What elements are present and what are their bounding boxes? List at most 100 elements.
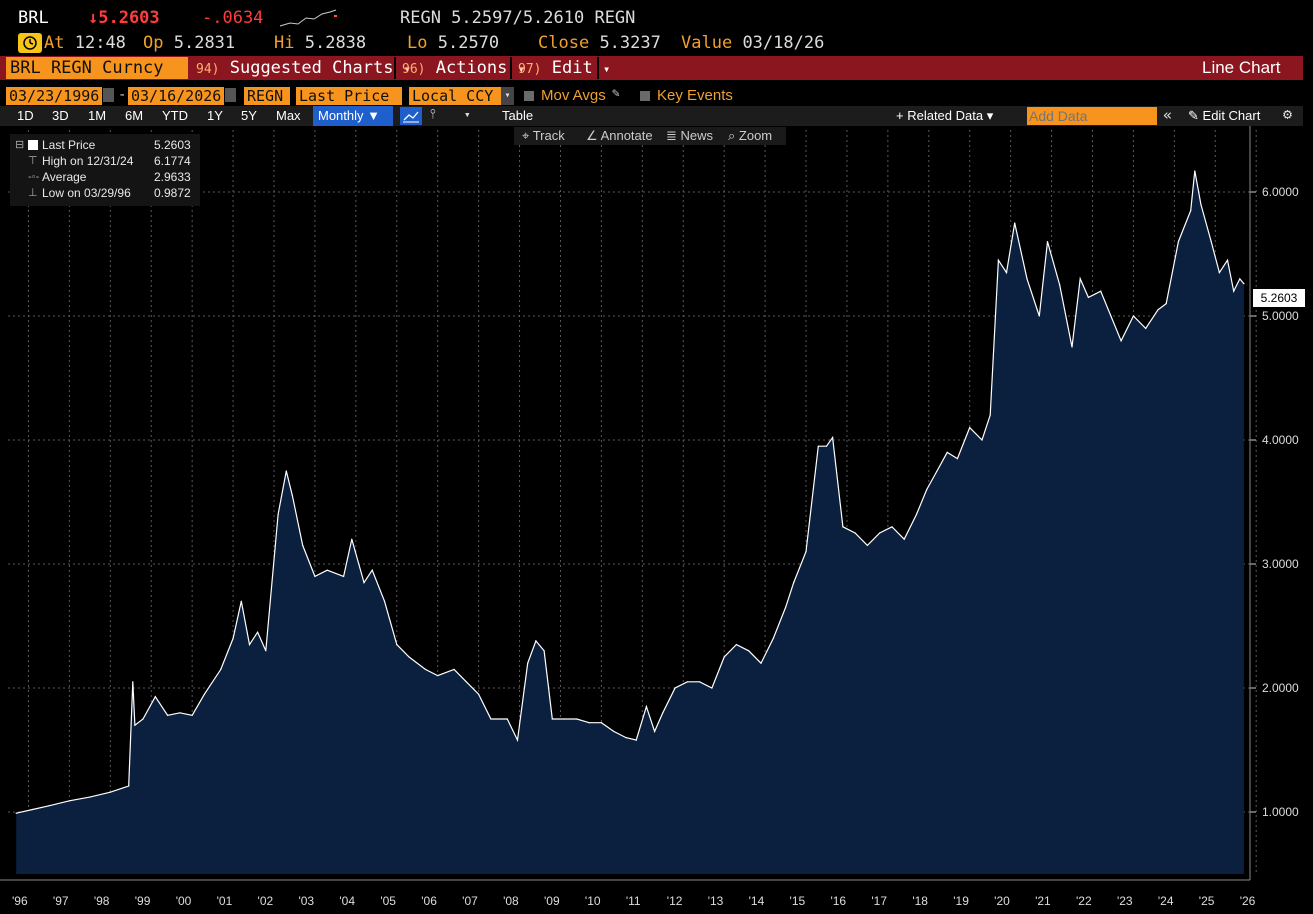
edit-menu[interactable]: 97) Edit ▾	[518, 57, 610, 79]
key-events-label[interactable]: Key Events	[657, 87, 733, 104]
period-1m[interactable]: 1M	[88, 108, 107, 123]
annotate-tool[interactable]: ∠ Annotate	[586, 127, 653, 145]
chevron-down-icon: ▾	[602, 62, 611, 76]
track-tool[interactable]: ⌖ Track	[522, 127, 565, 145]
x-tick-label: '18	[912, 894, 928, 908]
x-tick-label: '01	[217, 894, 233, 908]
price-point	[1038, 315, 1040, 317]
collapse-icon[interactable]: ⊟	[15, 139, 25, 151]
price-point	[291, 495, 294, 497]
period-max[interactable]: Max	[276, 108, 301, 123]
x-tick-label: '23	[1117, 894, 1133, 908]
x-tick-label: '14	[749, 894, 765, 908]
price-point	[576, 718, 578, 720]
price-point	[1014, 222, 1016, 224]
open-label: Op	[143, 33, 164, 53]
high-marker-icon: ⊤	[28, 155, 38, 167]
pencil-icon: ✎	[1188, 108, 1199, 123]
add-data-input[interactable]	[1027, 107, 1157, 125]
legend-last-row[interactable]: ⊟ Last Price 5.2603	[10, 137, 200, 153]
legend-low-row: ⊥ Low on 03/29/96 0.9872	[10, 185, 200, 201]
suggested-charts-menu[interactable]: 94) Suggested Charts ▾	[196, 57, 411, 79]
x-tick-label: '21	[1035, 894, 1051, 908]
period-3d[interactable]: 3D	[52, 108, 69, 123]
related-data-menu[interactable]: + Related Data ▾	[896, 108, 994, 123]
price-field-select[interactable]: Last Price	[296, 87, 402, 105]
news-tool[interactable]: ≣ News	[666, 127, 713, 145]
price-point	[248, 644, 251, 646]
price-point	[956, 458, 959, 460]
price-point	[699, 681, 701, 683]
period-5y[interactable]: 5Y	[241, 108, 257, 123]
edit-chart-button[interactable]: ✎ Edit Chart	[1188, 106, 1260, 126]
actions-menu[interactable]: 96) Actions ▾	[402, 57, 525, 79]
bar-chart-icon[interactable]: ⫯	[430, 107, 436, 122]
price-point	[1157, 309, 1159, 311]
period-1y[interactable]: 1Y	[207, 108, 223, 123]
line-chart-icon[interactable]	[400, 107, 422, 125]
price-point	[89, 796, 91, 798]
price-point	[203, 693, 206, 695]
price-point	[635, 739, 637, 741]
annotate-icon: ∠	[586, 128, 598, 143]
chevron-down-icon[interactable]: ▾	[464, 108, 471, 121]
high-value: 5.2838	[304, 33, 367, 53]
price-point	[748, 650, 750, 652]
zoom-tool[interactable]: ⌕ Zoom	[728, 127, 772, 145]
pencil-icon[interactable]: ✎	[612, 86, 620, 101]
price-point	[784, 606, 787, 609]
x-tick-label: '97	[53, 894, 69, 908]
sparkline-icon	[279, 9, 337, 27]
price-point	[662, 712, 664, 714]
price-point	[989, 414, 991, 416]
y-tick-label: 6.0000	[1262, 185, 1299, 199]
x-tick-label: '04	[339, 894, 355, 908]
table-button[interactable]: Table	[502, 108, 534, 123]
price-point	[817, 445, 819, 447]
period-ytd[interactable]: YTD	[162, 108, 188, 123]
clock-icon[interactable]	[18, 33, 42, 53]
price-point	[1177, 241, 1180, 243]
price-point	[842, 526, 844, 528]
price-point	[723, 656, 725, 658]
value-date-label: Value	[681, 33, 733, 53]
zoom-icon: ⌕	[728, 128, 736, 143]
x-tick-label: '19	[953, 894, 969, 908]
price-point	[1079, 278, 1081, 280]
price-point	[132, 681, 134, 683]
price-point	[383, 600, 386, 602]
price-point	[926, 489, 928, 491]
mov-avgs-label[interactable]: Mov Avgs	[541, 87, 606, 104]
price-point	[371, 569, 373, 571]
price-point	[915, 513, 918, 516]
price-point	[109, 791, 111, 793]
menu-label: Actions	[435, 58, 508, 78]
key-events-checkbox[interactable]	[640, 91, 650, 101]
period-6m[interactable]: 6M	[125, 108, 144, 123]
security-field[interactable]: BRL REGN Curncy	[6, 57, 188, 79]
end-date-field[interactable]: 03/16/2026	[128, 87, 224, 105]
price-point	[48, 805, 50, 807]
chart-type-label[interactable]: Line Chart	[1202, 58, 1281, 77]
chevron-down-icon[interactable]: ▾	[501, 87, 514, 105]
mov-avgs-checkbox[interactable]	[524, 91, 534, 101]
collapse-icon[interactable]: «	[1163, 106, 1173, 124]
currency-select[interactable]: Local CCY	[409, 87, 501, 105]
crosshair-icon: ⌖	[522, 128, 530, 143]
source-field[interactable]: REGN	[244, 87, 290, 105]
price-point	[543, 650, 545, 652]
gear-icon[interactable]: ⚙	[1283, 105, 1293, 123]
price-point	[351, 538, 353, 540]
legend-high-row: ⊤ High on 12/31/24 6.1774	[10, 153, 200, 169]
period-1d[interactable]: 1D	[17, 108, 34, 123]
average-marker-icon: -◦-	[28, 171, 40, 183]
calendar-icon[interactable]	[103, 88, 114, 102]
price-point	[946, 451, 948, 453]
frequency-select[interactable]: Monthly ▼	[313, 106, 393, 126]
calendar-icon[interactable]	[225, 88, 236, 102]
y-tick-label: 4.0000	[1262, 433, 1299, 447]
x-tick-label: '20	[994, 894, 1010, 908]
x-tick-label: '02	[258, 894, 274, 908]
start-date-field[interactable]: 03/23/1996	[6, 87, 102, 105]
